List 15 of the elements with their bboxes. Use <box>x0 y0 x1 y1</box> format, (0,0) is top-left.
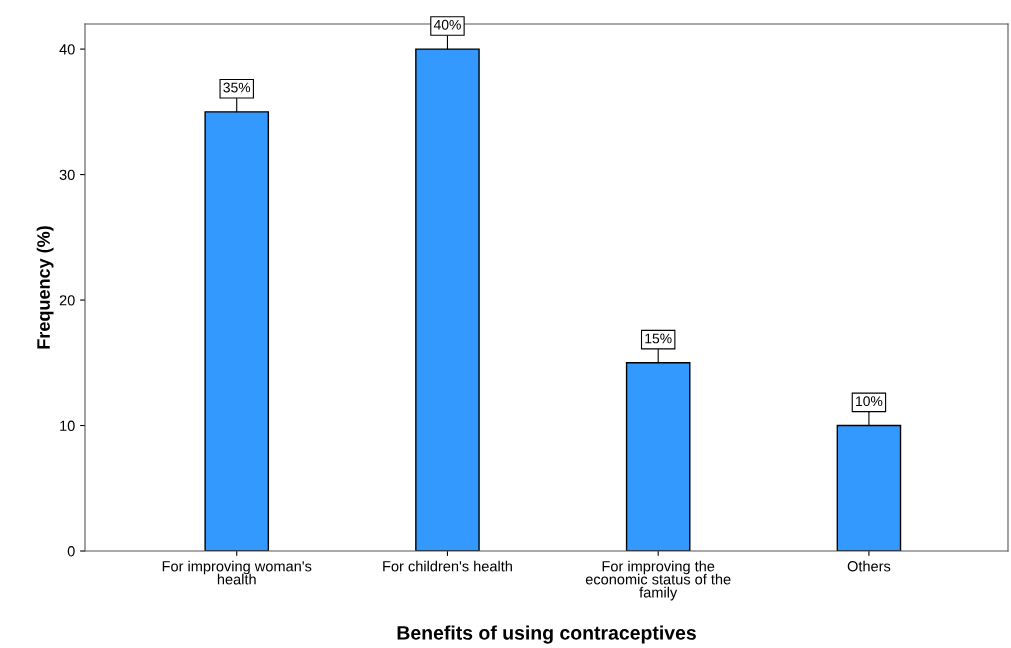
y-tick-label: 0 <box>67 546 75 557</box>
x-tick-label: For improving the economic status of the family <box>585 560 731 601</box>
x-axis-title: Benefits of using contraceptives <box>397 625 696 644</box>
y-tick-label: 40 <box>59 44 75 55</box>
y-tick-label: 30 <box>59 169 75 180</box>
x-tick-label: Others <box>847 560 891 572</box>
data-label: 40% <box>433 19 461 30</box>
y-tick-label: 20 <box>59 295 75 306</box>
data-label: 10% <box>856 396 883 407</box>
x-tick-label: For children's health <box>383 560 512 572</box>
x-tick-label: For improving woman's health <box>162 560 312 585</box>
data-label: 15% <box>645 333 672 344</box>
y-axis-title: Frequency (%) <box>36 226 54 349</box>
data-label: 35% <box>223 82 251 93</box>
y-tick-label: 10 <box>60 420 75 431</box>
